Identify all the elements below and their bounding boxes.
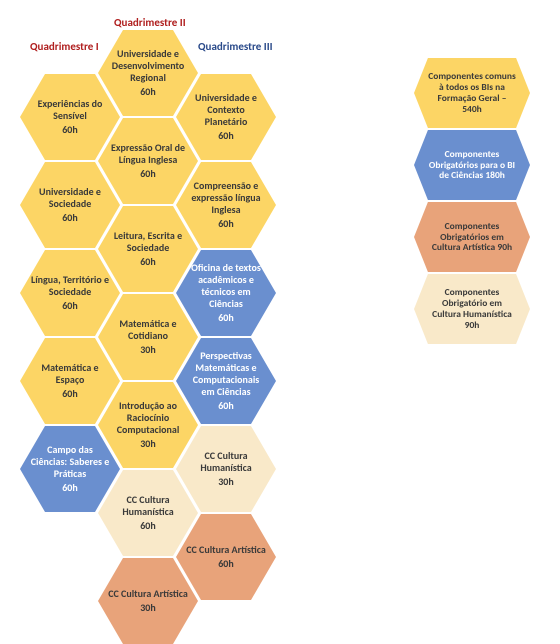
course-title: CC Cultura Artística <box>186 544 266 556</box>
course-title: Universidade e Desenvolvimento Regional <box>108 48 188 84</box>
course-title: CC Cultura Humanística <box>108 494 188 518</box>
course-hours: 30h <box>140 344 156 356</box>
course-hours: 60h <box>218 558 234 570</box>
course-hours: 60h <box>218 130 234 142</box>
course-title: Língua, Território e Sociedade <box>30 274 110 298</box>
course-title: CC Cultura Humanística <box>186 450 266 474</box>
course-title: Oficina de textos acadêmicos e técnicos … <box>186 262 266 310</box>
course-hex: CC Cultura Humanística 60h <box>98 470 198 556</box>
course-hex: CC Cultura Humanística 30h <box>176 426 276 512</box>
course-title: Expressão Oral de Língua Inglesa <box>108 142 188 166</box>
course-hours: 60h <box>218 218 234 230</box>
course-title: Perspectivas Matemáticas e Computacionai… <box>186 350 266 398</box>
course-hours: 60h <box>140 520 156 532</box>
course-hex: Universidade e Desenvolvimento Regional 6… <box>98 30 198 116</box>
course-hex: Introdução ao Raciocínio Computacional 30… <box>98 382 198 468</box>
course-title: CC Cultura Artística <box>108 588 188 600</box>
course-hex: CC Cultura Artística 30h <box>98 558 198 644</box>
course-hours: 30h <box>140 438 156 450</box>
course-hours: 60h <box>140 86 156 98</box>
course-hex: Oficina de textos acadêmicos e técnicos … <box>176 250 276 336</box>
course-hours: 60h <box>62 300 78 312</box>
column-header-2: Quadrimestre II <box>114 16 186 29</box>
column-header-3: Quadrimestre III <box>198 40 273 53</box>
course-hours: 60h <box>62 482 78 494</box>
course-hours: 60h <box>218 400 234 412</box>
course-hex: Expressão Oral de Língua Inglesa 60h <box>98 118 198 204</box>
course-hex: CC Cultura Artística 60h <box>176 514 276 600</box>
course-hex: Perspectivas Matemáticas e Computacionai… <box>176 338 276 424</box>
course-hex: Língua, Território e Sociedade 60h <box>20 250 120 336</box>
course-hours: 30h <box>218 476 234 488</box>
course-hex: Experiências do Sensível 60h <box>20 74 120 160</box>
course-hex: Universidade e Sociedade 60h <box>20 162 120 248</box>
course-title: Universidade e Contexto Planetário <box>186 92 266 128</box>
legend-hex-3: Componentes Obrigatório em Cultura Human… <box>414 274 530 344</box>
course-title: Introdução ao Raciocínio Computacional <box>108 400 188 436</box>
course-hours: 60h <box>218 312 234 324</box>
course-hex: Leitura, Escrita e Sociedade 60h <box>98 206 198 292</box>
course-hours: 60h <box>140 256 156 268</box>
course-hours: 60h <box>62 212 78 224</box>
column-header-1: Quadrimestre I <box>30 40 99 53</box>
legend-hex-2: Componentes Obrigatórios em Cultura Artí… <box>414 202 530 272</box>
course-title: Universidade e Sociedade <box>30 186 110 210</box>
course-hex: Matemática e Espaço 60h <box>20 338 120 424</box>
course-title: Matemática e Cotidiano <box>108 318 188 342</box>
course-title: Compreensão e expressão língua Inglesa <box>186 180 266 216</box>
course-hex: Universidade e Contexto Planetário 60h <box>176 74 276 160</box>
course-title: Campo das Ciências: Saberes e Práticas <box>30 444 110 480</box>
course-hex: Compreensão e expressão língua Inglesa 60… <box>176 162 276 248</box>
course-hours: 60h <box>62 124 78 136</box>
course-hex: Campo das Ciências: Saberes e Práticas 60… <box>20 426 120 512</box>
course-hours: 30h <box>140 602 156 614</box>
course-title: Leitura, Escrita e Sociedade <box>108 230 188 254</box>
course-hours: 60h <box>140 168 156 180</box>
course-hours: 60h <box>62 388 78 400</box>
legend-hex-1: Componentes Obrigatórios para o BI de Ci… <box>414 130 530 200</box>
course-title: Experiências do Sensível <box>30 98 110 122</box>
course-hex: Matemática e Cotidiano 30h <box>98 294 198 380</box>
course-title: Matemática e Espaço <box>30 362 110 386</box>
legend-hex-0: Componentes comuns à todos os BIs na For… <box>414 58 530 128</box>
